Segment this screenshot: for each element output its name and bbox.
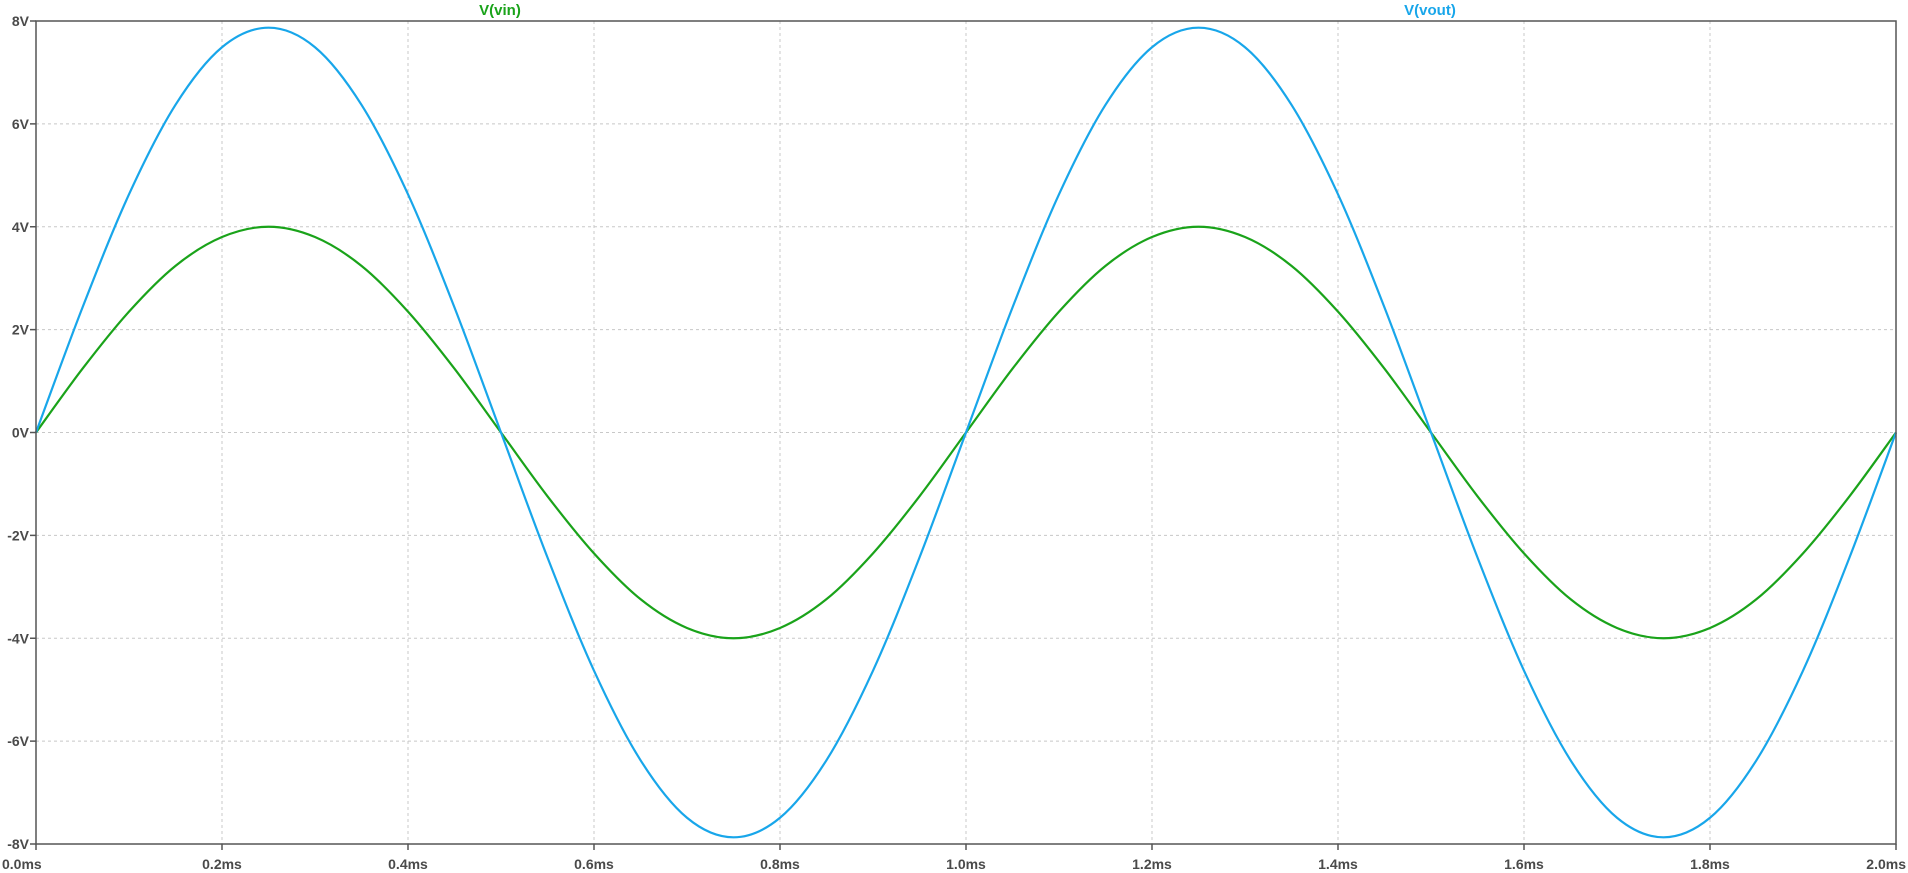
y-tick-label: 8V: [12, 13, 30, 29]
x-tick-label: 1.0ms: [946, 856, 986, 872]
trace-v-vout: [34, 26, 1898, 839]
x-tick-label: 1.4ms: [1318, 856, 1358, 872]
trace-label-v-vout[interactable]: V(vout): [1404, 2, 1456, 19]
y-tick-label: 2V: [12, 322, 30, 338]
x-tick-label: 0.6ms: [574, 856, 614, 872]
trace-legend: V(vin) V(vout): [479, 2, 1456, 19]
y-tick-label: 6V: [12, 116, 30, 132]
y-tick-label: -8V: [7, 836, 29, 852]
x-tick-label: 0.8ms: [760, 856, 800, 872]
y-tick-label: -4V: [7, 630, 29, 646]
y-tick-label: 4V: [12, 219, 30, 235]
x-tick-label: 2.0ms: [1866, 856, 1906, 872]
traces: [34, 26, 1898, 839]
y-tick-label: -6V: [7, 733, 29, 749]
x-tick-label: 1.6ms: [1504, 856, 1544, 872]
trace-label-v-vin[interactable]: V(vin): [479, 2, 521, 19]
axis-ticks: 0.0ms 0.2ms 0.4ms 0.6ms 0.8ms 1.0ms 1.2ms 1.4ms…: [2, 13, 1906, 872]
y-tick-label: -2V: [7, 527, 29, 543]
x-tick-label: 0.0ms: [2, 856, 42, 872]
x-tick-label: 1.8ms: [1690, 856, 1730, 872]
y-tick-label: 0V: [12, 425, 30, 441]
x-tick-label: 0.4ms: [388, 856, 428, 872]
x-tick-label: 1.2ms: [1132, 856, 1172, 872]
x-tick-label: 0.2ms: [202, 856, 242, 872]
